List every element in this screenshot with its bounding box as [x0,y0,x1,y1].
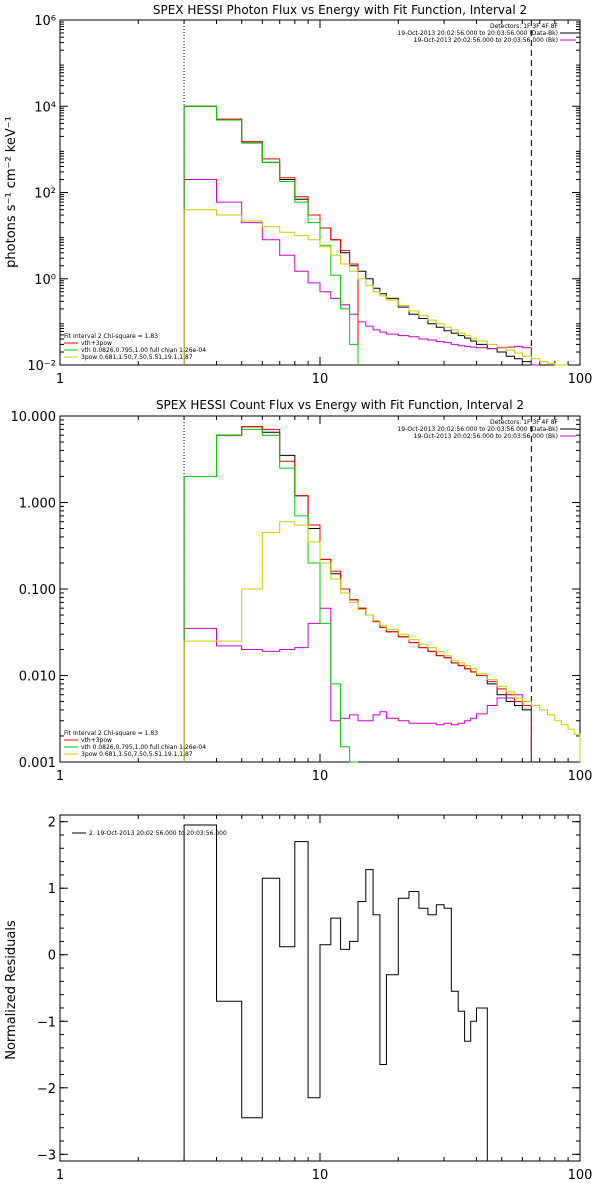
residuals-xtick-label: 100 [568,1168,593,1183]
count-flux-ticks: 1 10 100 0.001 0.010 0.100 1.000 10.000 [11,410,593,784]
count-flux-series-line [183,521,581,762]
residuals-xtick-label: 1 [56,1168,64,1183]
photon-flux-series [183,20,569,366]
photon-flux-series-line [183,105,569,366]
photon-flux-xtick-label: 1 [56,372,64,387]
count-flux-series [183,416,581,763]
count-flux-xtick-label: 1 [56,769,64,784]
photon-flux-series-line [183,105,359,365]
photon-flux-ytick-label: 10² [34,187,56,202]
photon-flux-xtick-label: 10 [312,372,329,387]
count-flux-legend-entry: Detectors: 1F 3F 4F 8F [490,419,559,426]
count-flux-ytick-label: 10.000 [11,410,57,425]
count-flux-ytick-label: 0.100 [19,583,56,598]
count-flux-legend-entry: 3pow 0.681,1.50,7.50,5.51,19.1,1.87 [81,751,193,758]
residuals-series-line [183,824,488,1161]
residuals-legend: 2. 19-Oct-2013 20:02:56.000 to 20:03:56.… [72,830,227,837]
count-flux-series-line [183,426,532,762]
residuals-ytick-label: 0 [48,949,56,964]
count-flux-legend-entry: vth+3pow [81,737,112,744]
count-flux-series-line [183,428,358,763]
count-flux-title: SPEX HESSI Count Flux vs Energy with Fit… [156,398,524,412]
count-flux-series-line [183,607,532,762]
photon-flux-xtick-label: 100 [568,372,593,387]
photon-flux-legend-entry: 19-Oct-2013 20:02:56.000 to 20:03:56.000… [414,37,558,44]
photon-flux-series-line [183,105,359,365]
count-flux-ytick-label: 1.000 [19,497,56,512]
photon-flux-ticks: 1 10 100 10⁻² 10⁰ 10² 10⁴ 10⁶ [27,14,592,387]
count-flux-xtick-label: 100 [568,769,593,784]
count-flux-series-line [183,426,532,762]
residuals-series [183,824,488,1161]
count-flux-legend-entry: Fit Interval 2 Chi-square = 1.83 [64,730,158,737]
photon-flux-legend-entry: Fit Interval 2 Chi-square = 1.83 [64,333,158,340]
photon-flux-legend-entry: Detectors: 1F 3F 4F 8F [490,23,559,30]
residuals-ytick-label: 1 [48,882,56,897]
count-flux-xtick-label: 10 [312,769,329,784]
residuals-legend-entry: 2. 19-Oct-2013 20:02:56.000 to 20:03:56.… [89,830,227,837]
count-flux-legend-entry: 19-Oct-2013 20:02:56.000 to 20:03:56.000… [414,433,558,440]
photon-flux-legend-entry: 3pow 0.681,1.50,7.50,5.51,19.1,1.87 [81,354,193,361]
photon-flux-legend-entry: vth 0.0826,0.795,1.00 full chian 1.26e-0… [81,347,206,354]
residuals-ylabel: Normalized Residuals [4,920,19,1060]
count-flux-ytick-label: 0.010 [19,670,56,685]
residuals-ytick-label: −3 [37,1148,56,1163]
photon-flux-legend-entry: vth+3pow [81,340,112,347]
count-flux-panel: SPEX HESSI Count Flux vs Energy with Fit… [11,398,593,784]
photon-flux-plot-frame [59,19,581,366]
residuals-ytick-label: −2 [37,1082,56,1097]
photon-flux-legend-entry: 19-Oct-2013 20:02:56.000 to 20:03:56.000… [397,30,558,37]
photon-flux-panel: SPEX HESSI Photon Flux vs Energy with Fi… [4,3,592,387]
residuals-xtick-label: 10 [312,1168,329,1183]
photon-flux-ytick-label: 10⁴ [34,100,56,115]
count-flux-legend-entry: 19-Oct-2013 20:02:56.000 to 20:03:56.000… [397,426,558,433]
photon-flux-title: SPEX HESSI Photon Flux vs Energy with Fi… [153,3,527,17]
photon-flux-ytick-label: 10⁻² [27,359,56,374]
photon-flux-ytick-label: 10⁰ [34,273,56,288]
photon-flux-ylabel: photons s⁻¹ cm⁻² keV⁻¹ [4,116,19,268]
photon-flux-ytick-label: 10⁶ [34,14,56,29]
count-flux-legend-entry: vth 0.0826,0.795,1.00 full chian 1.26e-0… [81,744,206,751]
photon-flux-series-line [183,179,540,366]
residuals-ytick-label: 2 [48,816,56,831]
photon-flux-series-line [183,209,569,366]
residuals-ytick-label: −1 [37,1015,56,1030]
count-flux-ytick-label: 0.001 [19,756,56,771]
